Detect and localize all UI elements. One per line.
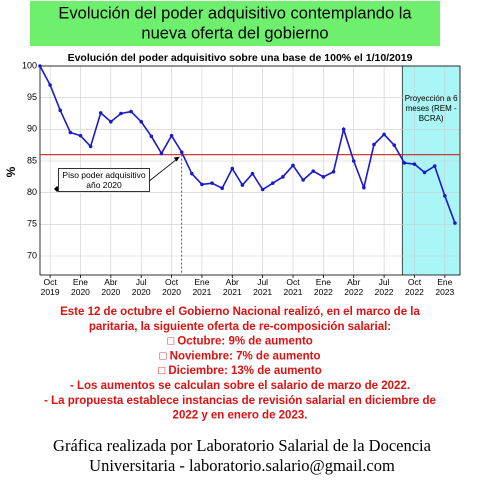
floor-annotation: Piso poder adquisitivo año 2020 <box>58 168 150 192</box>
point <box>260 187 265 192</box>
point <box>169 133 174 138</box>
point <box>301 178 305 182</box>
x-tick-label: Abr 2022 <box>344 277 364 297</box>
point <box>331 169 336 174</box>
point <box>119 111 123 116</box>
point <box>230 166 235 171</box>
point <box>311 169 316 173</box>
point <box>210 181 214 185</box>
x-tick-label: Oct 2019 <box>40 277 60 297</box>
y-tick-label: 75 <box>27 219 37 229</box>
point <box>372 142 376 147</box>
point <box>351 159 356 163</box>
point <box>159 151 164 156</box>
point <box>109 119 113 124</box>
series-line <box>39 65 456 224</box>
point <box>250 171 255 176</box>
point <box>412 162 417 166</box>
point <box>149 134 154 139</box>
point <box>200 182 204 187</box>
x-tick-label: Abr 2020 <box>101 277 121 297</box>
point <box>392 143 397 147</box>
x-tick-label: Jul 2020 <box>131 277 151 297</box>
point <box>341 127 346 132</box>
footer-line: Gráfica realizada por Laboratorio Salari… <box>53 436 432 455</box>
footer-line: Universitaria - laboratorio.salario@gmai… <box>89 456 395 475</box>
point <box>443 194 447 198</box>
point <box>88 144 93 149</box>
y-tick-label: 100 <box>22 60 37 70</box>
y-tick-label: 90 <box>27 124 37 134</box>
point <box>402 161 407 165</box>
y-tick-label: 70 <box>27 250 37 260</box>
notice-line: □ Diciembre: 13% de aumento <box>158 365 322 377</box>
arrow-head <box>173 156 180 162</box>
x-tick-label: Oct 2021 <box>283 277 303 297</box>
point <box>240 183 245 187</box>
x-tick-label: Abr 2021 <box>222 277 242 297</box>
notice-line: 2022 y en enero de 2023. <box>173 410 308 422</box>
notice-line: □ Noviembre: 7% de aumento <box>160 350 321 362</box>
projection-annotation: Proyección a 6 meses (REM - BCRA) <box>404 94 458 123</box>
point <box>281 175 285 179</box>
x-tick-label: Ene 2022 <box>313 277 333 297</box>
y-tick-label: 85 <box>27 155 37 165</box>
notice-line: - Los aumentos se calculan sobre el sala… <box>70 380 410 392</box>
point <box>453 221 457 225</box>
point <box>190 171 194 176</box>
x-tick-label: Ene 2023 <box>435 277 455 297</box>
y-tick-label: 95 <box>27 92 37 102</box>
point <box>432 164 437 168</box>
point <box>48 83 52 87</box>
plot-frame <box>39 65 461 276</box>
notice-line: paritaria, la siguiente oferta de re-com… <box>89 321 391 333</box>
x-tick-label: Jul 2021 <box>253 277 273 297</box>
point <box>179 150 184 154</box>
x-tick-label: Oct 2020 <box>162 277 182 297</box>
header-line: nueva oferta del gobierno <box>141 24 328 42</box>
point <box>270 181 275 185</box>
point <box>58 108 63 113</box>
point <box>78 133 83 138</box>
point <box>382 132 386 137</box>
point <box>321 175 326 179</box>
x-tick-label: Jul 2022 <box>374 277 394 297</box>
x-tick-label: Oct 2022 <box>404 277 424 297</box>
point <box>139 119 144 124</box>
point <box>38 64 42 68</box>
notice-line: Este 12 de octubre el Gobierno Nacional … <box>60 306 420 318</box>
chart-title: Evolución del poder adquisitivo sobre un… <box>68 52 413 64</box>
y-tick-label: 80 <box>27 187 37 197</box>
y-axis-label: % <box>4 166 18 177</box>
point <box>98 111 103 115</box>
point <box>291 163 295 168</box>
x-tick-label: Ene 2021 <box>192 277 212 297</box>
notice-line: □ Octubre: 9% de aumento <box>167 336 313 348</box>
projection-area <box>402 66 460 275</box>
header-box <box>30 1 440 46</box>
point <box>422 170 427 175</box>
header-line: Evolución del poder adquisitivo contempl… <box>58 4 412 22</box>
annotation-arrow <box>147 157 179 183</box>
notice-line: - La propuesta establece instancias de r… <box>44 395 436 407</box>
point <box>220 186 224 191</box>
point <box>68 130 73 135</box>
point <box>129 109 133 114</box>
point <box>362 185 366 190</box>
x-tick-label: Ene 2020 <box>71 277 90 297</box>
